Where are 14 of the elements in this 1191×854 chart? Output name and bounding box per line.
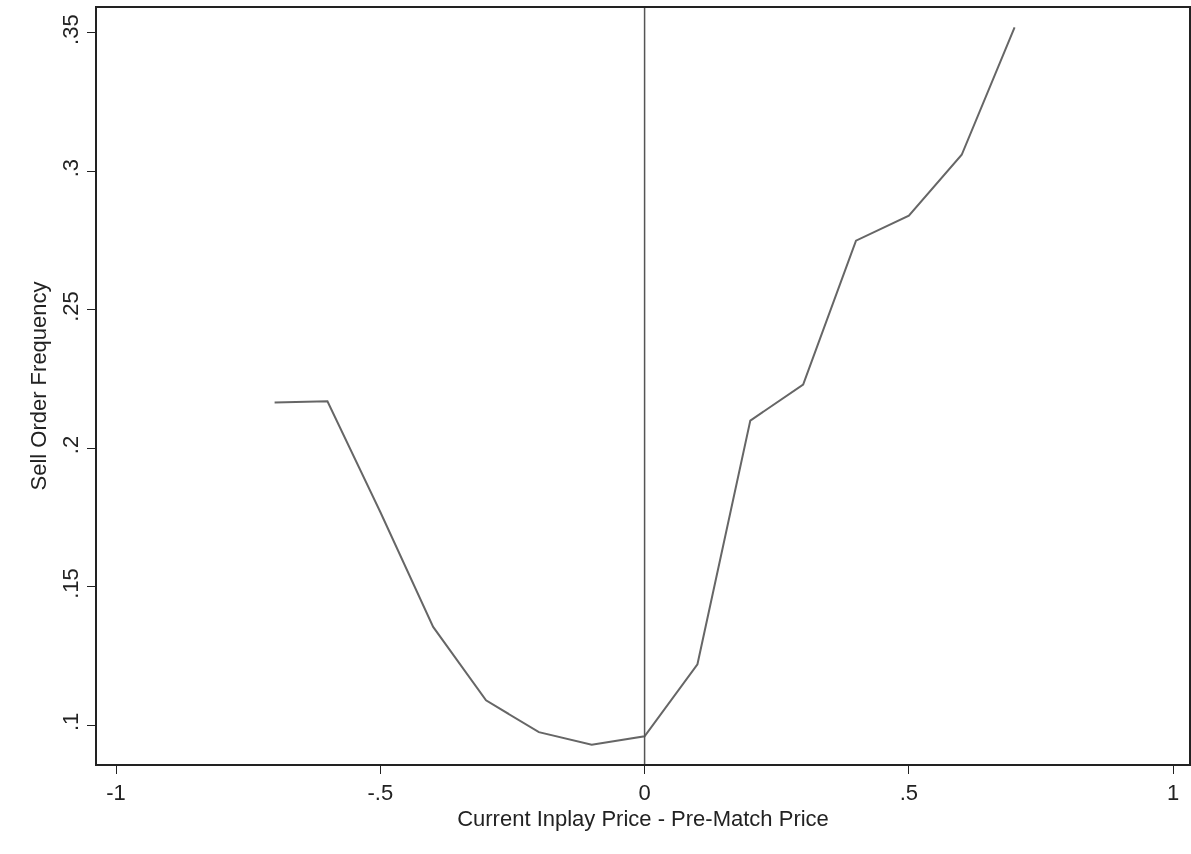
- x-tick-label: 1: [1167, 780, 1180, 806]
- x-tick-label: 0: [638, 780, 651, 806]
- x-tick-label: .5: [899, 780, 919, 806]
- y-tick-label: .35: [58, 14, 84, 45]
- x-tick-label: -1: [106, 780, 126, 806]
- x-axis-title: Current Inplay Price - Pre-Match Price: [457, 805, 829, 831]
- y-tick-label: .1: [58, 712, 84, 732]
- line-series: [273, 26, 1016, 746]
- y-tick-label: .15: [58, 568, 84, 599]
- x-tick-label: -.5: [367, 780, 394, 806]
- y-tick-label: .25: [58, 291, 84, 322]
- y-axis-title: Sell Order Frequency: [25, 281, 51, 491]
- y-tick-label: .3: [58, 158, 84, 178]
- y-tick-label: .2: [58, 435, 84, 455]
